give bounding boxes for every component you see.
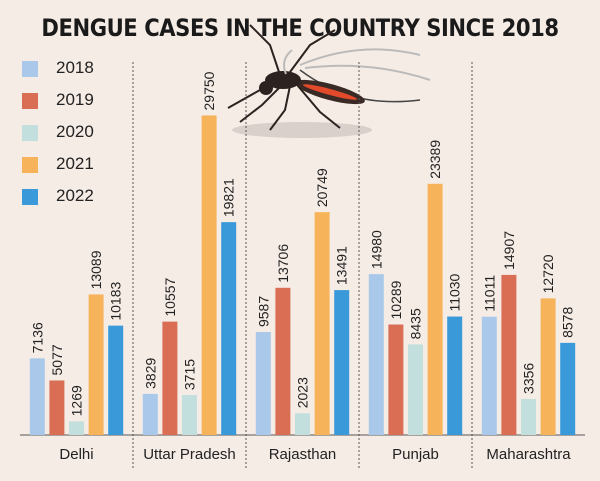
data-label: 1269	[69, 385, 85, 416]
data-label: 12720	[540, 254, 556, 293]
category-label: Rajasthan	[269, 446, 337, 463]
legend-label-2022: 2022	[56, 186, 94, 205]
data-label: 13491	[334, 246, 350, 285]
bar-2018-rajasthan	[255, 332, 271, 435]
bar-2019-punjab	[388, 324, 404, 435]
data-label: 10289	[388, 280, 404, 319]
data-label: 8578	[560, 307, 576, 338]
bar-2018-punjab	[368, 274, 384, 435]
data-label: 11011	[481, 275, 497, 312]
data-label: 5077	[49, 344, 65, 375]
bar-2022-punjab	[447, 316, 463, 435]
legend-swatch-2018	[22, 61, 38, 77]
legend-label-2021: 2021	[56, 154, 94, 173]
bar-2019-uttar-pradesh	[162, 321, 178, 435]
bar-2018-delhi	[29, 358, 45, 435]
data-label: 8435	[408, 308, 424, 339]
data-label: 13089	[88, 250, 104, 289]
data-label: 23389	[427, 140, 443, 179]
category-label: Delhi	[59, 446, 93, 463]
data-label: 3829	[142, 358, 158, 389]
data-label: 10557	[162, 277, 178, 316]
data-label: 14980	[368, 230, 384, 269]
category-label: Punjab	[392, 446, 439, 463]
bar-2018-uttar-pradesh	[142, 393, 158, 435]
bar-2021-delhi	[88, 294, 104, 435]
legend-swatch-2020	[22, 125, 38, 141]
data-label: 10183	[108, 281, 124, 320]
bar-2019-maharashtra	[501, 274, 517, 435]
data-label: 29750	[201, 71, 217, 110]
category-label: Maharashtra	[486, 446, 571, 463]
chart-title: DENGUE CASES IN THE COUNTRY SINCE 2018	[41, 14, 559, 42]
bar-2020-punjab	[408, 344, 423, 435]
bar-2020-delhi	[69, 421, 84, 435]
data-label: 3356	[521, 363, 537, 394]
legend-label-2018: 2018	[56, 58, 94, 77]
legend-swatch-2019	[22, 93, 38, 109]
bar-2022-rajasthan	[334, 290, 350, 435]
bar-2021-punjab	[427, 183, 443, 435]
data-label: 2023	[295, 377, 311, 408]
legend-label-2019: 2019	[56, 90, 94, 109]
bar-2022-uttar-pradesh	[221, 222, 237, 435]
bar-2020-maharashtra	[521, 398, 536, 435]
bar-2021-rajasthan	[314, 212, 330, 435]
bar-2022-delhi	[108, 325, 124, 435]
bar-2020-rajasthan	[295, 413, 310, 435]
data-label: 19821	[221, 178, 237, 217]
data-label: 9587	[255, 296, 271, 327]
bar-2022-maharashtra	[560, 342, 576, 435]
bar-2018-maharashtra	[481, 316, 497, 435]
bar-2021-uttar-pradesh	[201, 115, 217, 436]
bar-2020-uttar-pradesh	[182, 395, 197, 435]
data-label: 13706	[275, 244, 291, 283]
data-label: 11030	[447, 273, 463, 311]
data-label: 14907	[501, 231, 517, 270]
data-label: 20749	[314, 168, 330, 207]
legend-label-2020: 2020	[56, 122, 94, 141]
data-label: 3715	[182, 359, 198, 390]
bar-2019-rajasthan	[275, 287, 291, 435]
legend-swatch-2022	[22, 189, 38, 205]
bar-2019-delhi	[49, 380, 65, 435]
category-label: Uttar Pradesh	[143, 446, 236, 463]
data-label: 7136	[29, 322, 45, 353]
mosquito-icon	[227, 24, 431, 138]
legend-swatch-2021	[22, 157, 38, 173]
bar-2021-maharashtra	[540, 298, 556, 435]
